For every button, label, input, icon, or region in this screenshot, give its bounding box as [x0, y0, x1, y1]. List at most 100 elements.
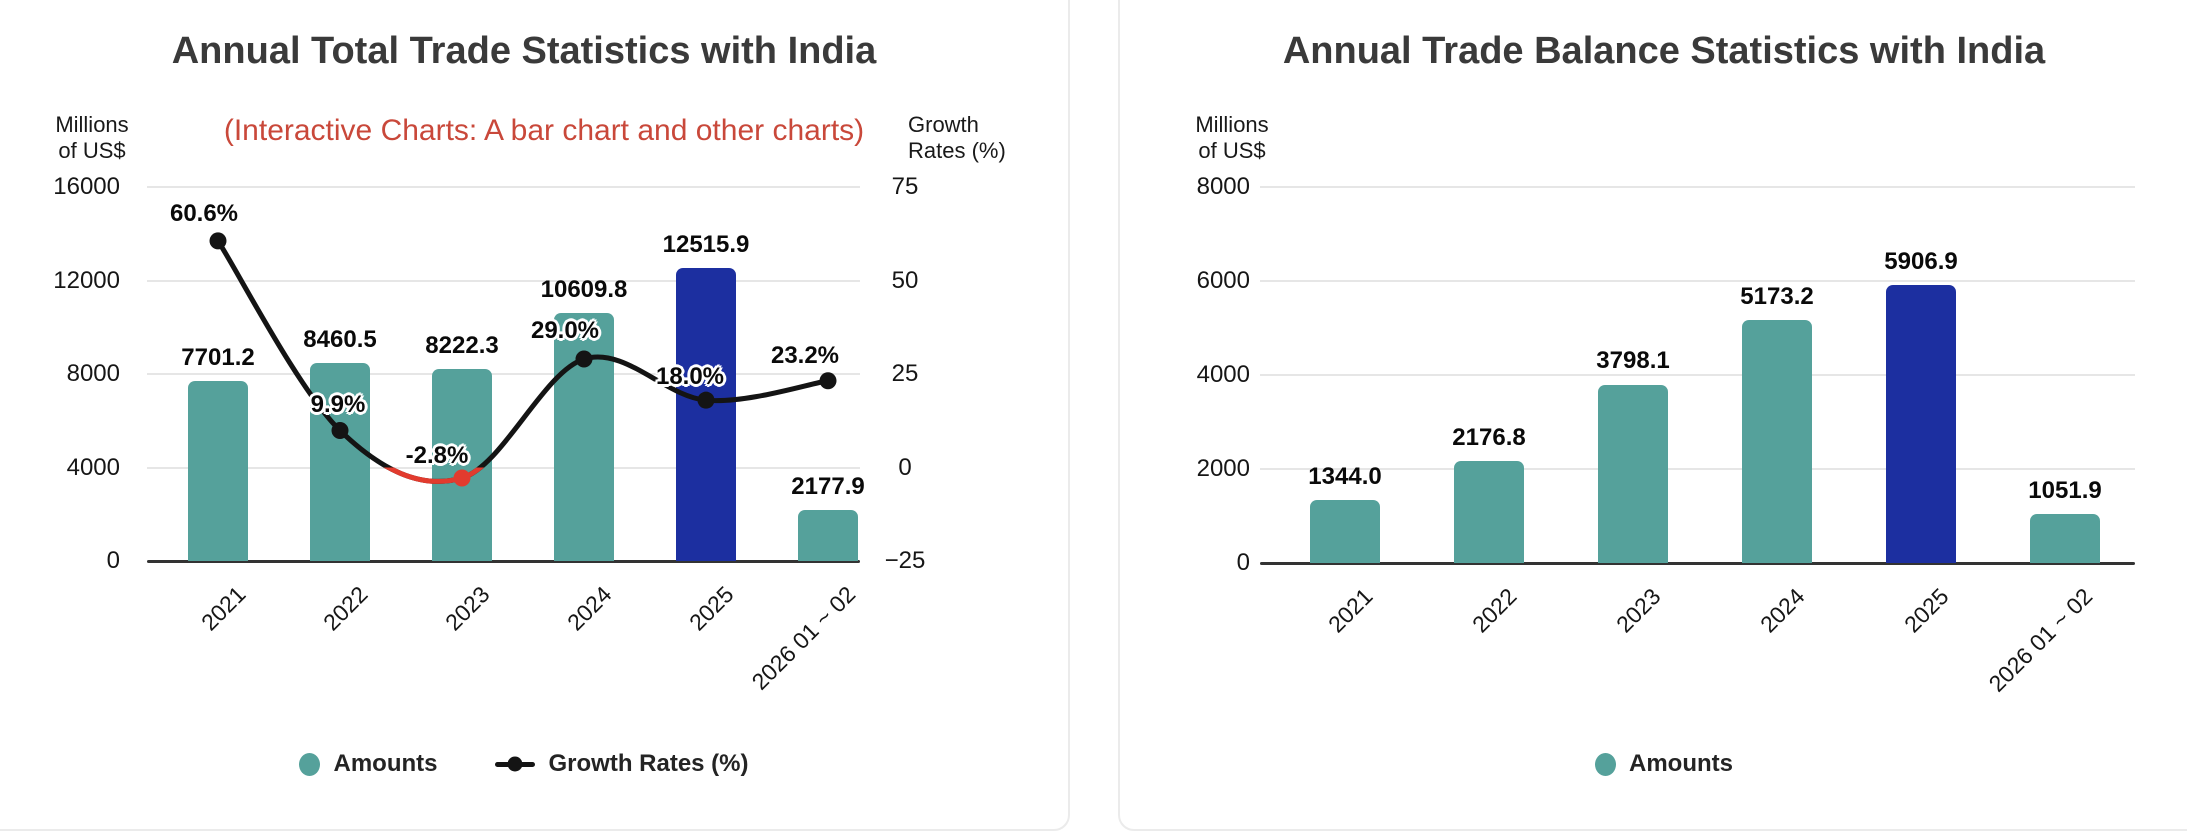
bar-2024[interactable] — [1742, 319, 1812, 563]
chart-title: Annual Trade Balance Statistics with Ind… — [1282, 30, 2046, 72]
growth-point-2022[interactable] — [331, 421, 349, 439]
bar-value-label: 1051.9 — [2028, 476, 2102, 504]
bar-2022[interactable] — [310, 363, 370, 561]
y-axis-tick-label: 8000 — [1196, 173, 1250, 200]
trade-balance-chart-card: Annual Trade Balance Statistics with Ind… — [1118, 0, 2187, 831]
amounts-legend-circle-icon — [1595, 752, 1616, 776]
x-axis-label-2022: 2022 — [1466, 583, 1522, 638]
gridline — [147, 466, 860, 469]
legend-label: Amounts — [1629, 750, 1733, 777]
right-axis-tick-label: 25 — [891, 360, 919, 387]
right-axis-tick-label: 50 — [891, 266, 919, 294]
bar-2026-01-02[interactable] — [2030, 513, 2100, 563]
gridline — [1260, 468, 2135, 470]
bar-2025[interactable] — [676, 268, 736, 561]
x-axis-label-2022: 2022 — [317, 581, 373, 636]
growth-rates-line — [209, 232, 837, 487]
bar-2021[interactable] — [1310, 499, 1380, 563]
legend-label: Amounts — [333, 750, 438, 777]
growth-point-2023[interactable] — [453, 469, 471, 487]
bar-value-label: 8222.3 — [425, 331, 499, 359]
bar-value-label: 3798.1 — [1596, 347, 1670, 375]
legend: Amounts — [1120, 750, 2187, 778]
legend-item-growth-rates[interactable]: Growth Rates (%) — [495, 750, 749, 778]
right-axis-tick-label: 75 — [891, 173, 919, 200]
growth-value-label: 9.9% — [310, 391, 366, 419]
x-axis-label-2026-01-02: 2026 01 ~ 02 — [746, 581, 861, 695]
gridline — [1260, 374, 2135, 376]
y-axis-tick-label: 0 — [1236, 549, 1250, 576]
bar-value-label: 10609.8 — [540, 275, 628, 303]
bar-value-label: 7701.2 — [181, 343, 255, 371]
bar-value-label: 5173.2 — [1740, 282, 1814, 310]
bar-2025[interactable] — [1886, 285, 1956, 563]
y-axis-tick-label: 16000 — [53, 173, 120, 200]
y-axis-tick-label: 8000 — [66, 360, 120, 387]
bar-value-label: 5906.9 — [1884, 248, 1958, 276]
bar-2022[interactable] — [1454, 460, 1524, 563]
growth-point-2025[interactable] — [697, 391, 715, 409]
bar-2023[interactable] — [1598, 384, 1668, 563]
growth-point-2026-01-02[interactable] — [819, 372, 837, 390]
legend-item-amounts[interactable]: Amounts — [1595, 750, 1733, 778]
y-axis-tick-label: 0 — [106, 547, 120, 574]
bar-value-label: 2177.9 — [791, 473, 865, 501]
left-axis-unit: Millions of US$ — [32, 112, 152, 164]
chart-subtitle: (Interactive Charts: A bar chart and oth… — [223, 114, 865, 147]
growth-point-2024[interactable] — [575, 350, 593, 368]
legend-item-amounts[interactable]: Amounts — [299, 750, 437, 778]
legend-label: Growth Rates (%) — [548, 750, 749, 777]
left-axis-unit-line: of US$ — [58, 138, 126, 163]
growth-value-label: 23.2% — [770, 341, 840, 369]
bar-value-label: 8460.5 — [303, 326, 377, 354]
chart-title: Annual Total Trade Statistics with India — [171, 30, 877, 72]
x-axis-label-2024: 2024 — [561, 581, 617, 636]
growth-point-2021[interactable] — [209, 232, 227, 250]
y-axis-tick-label: 4000 — [1196, 361, 1250, 388]
bar-2026-01-02[interactable] — [798, 510, 858, 561]
bar-value-label: 12515.9 — [662, 231, 750, 259]
y-axis-tick-label: 2000 — [1196, 455, 1250, 482]
legend-line-dot-icon — [507, 756, 523, 772]
right-axis-unit-line: Growth — [908, 112, 979, 137]
y-axis-tick-label: 4000 — [66, 453, 120, 481]
gridline — [1260, 186, 2135, 188]
x-axis-line — [1260, 562, 2135, 565]
total-trade-chart-card: Annual Total Trade Statistics with India… — [0, 0, 1070, 831]
y-axis-tick-label: 12000 — [53, 266, 120, 294]
gridline — [147, 373, 860, 375]
x-axis-label-2025: 2025 — [683, 581, 739, 636]
right-axis-unit-line: Rates (%) — [908, 138, 1006, 163]
right-axis-unit: Growth Rates (%) — [908, 112, 1058, 164]
x-axis-line — [147, 560, 860, 563]
growth-value-label: 18.0% — [655, 363, 725, 391]
bar-2021[interactable] — [188, 381, 248, 561]
growth-value-label: -2.8% — [405, 441, 469, 469]
bar-value-label: 2176.8 — [1452, 423, 1526, 451]
amounts-legend-circle-icon — [299, 752, 321, 776]
bar-value-label: 1344.0 — [1308, 462, 1382, 490]
x-axis-label-2024: 2024 — [1754, 583, 1810, 638]
gridline — [147, 279, 860, 282]
growth-value-label: 60.6% — [169, 199, 239, 227]
gridline — [147, 186, 860, 188]
legend: Amounts Growth Rates (%) — [0, 750, 1068, 778]
x-axis-label-2021: 2021 — [195, 581, 251, 636]
growth-value-label: 29.0% — [530, 317, 600, 345]
x-axis-label-2023: 2023 — [439, 581, 495, 636]
x-axis-label-2021: 2021 — [1322, 583, 1378, 638]
left-axis-unit-line: of US$ — [1198, 138, 1266, 163]
left-axis-unit: Millions of US$ — [1172, 112, 1292, 164]
x-axis-label-2023: 2023 — [1610, 583, 1666, 638]
gridline — [1260, 280, 2135, 282]
right-axis-tick-label: 0 — [898, 453, 912, 481]
growth-rates-legend-line-icon — [495, 756, 536, 772]
y-axis-tick-label: 6000 — [1196, 267, 1250, 294]
plot-area: 0 4000 8000 12000 16000 −25 0 25 50 75 2021 2022 202… — [53, 173, 925, 695]
x-axis-label-2026-01-02: 2026 01 ~ 02 — [1983, 583, 2098, 697]
plot-area: 0 2000 4000 6000 8000 2021 2022 2023 2024 2025 202… — [1197, 173, 2135, 697]
right-axis-tick-label: −25 — [884, 547, 926, 574]
left-axis-unit-line: Millions — [1195, 112, 1269, 137]
x-axis-label-2025: 2025 — [1898, 583, 1954, 638]
